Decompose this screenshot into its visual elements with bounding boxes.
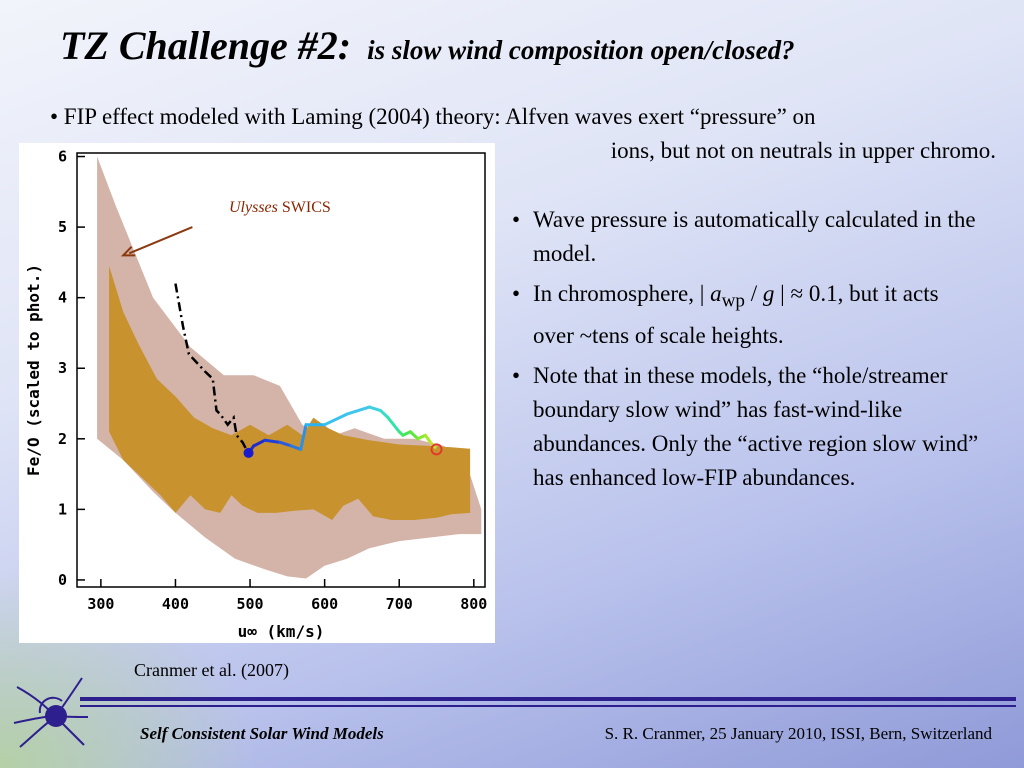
model-track-segment bbox=[408, 430, 420, 441]
title-subtitle: is slow wind composition open/closed? bbox=[367, 35, 795, 65]
x-tick-label: 400 bbox=[162, 595, 189, 613]
bullet-list: • Wave pressure is automatically calcula… bbox=[512, 203, 982, 501]
x-tick-label: 300 bbox=[87, 595, 114, 613]
title-main: TZ Challenge #2: bbox=[60, 23, 352, 68]
model-track-segment bbox=[278, 440, 293, 448]
y-tick-label: 5 bbox=[58, 218, 67, 236]
x-tick-label: 700 bbox=[386, 595, 413, 613]
y-tick-label: 2 bbox=[58, 430, 67, 448]
solar-wind-swirl-icon bbox=[13, 677, 89, 748]
model-track-segment bbox=[345, 405, 371, 416]
model-track-segment bbox=[379, 409, 390, 420]
model-track-segment bbox=[289, 444, 303, 451]
slide-title: TZ Challenge #2: is slow wind composition… bbox=[60, 22, 1000, 69]
bullet2-a-var: a bbox=[710, 281, 722, 306]
x-tick-label: 500 bbox=[236, 595, 263, 613]
bullet-item-boundary-wind: • Note that in these models, the “hole/s… bbox=[512, 359, 982, 495]
citation: Cranmer et al. (2007) bbox=[134, 660, 289, 680]
bullet-dot: • bbox=[512, 281, 521, 306]
bullet-item-wave-pressure: • Wave pressure is automatically calcula… bbox=[512, 203, 982, 271]
bullet2-part-c: | ≈ 0.1, but it acts over ~tens of scale… bbox=[533, 281, 939, 348]
bullet-dot: • bbox=[512, 362, 521, 388]
bullet3-text: Note that in these models, the “hole/str… bbox=[533, 362, 979, 490]
model-track-segment bbox=[252, 438, 267, 448]
dash-dot-line bbox=[174, 283, 248, 450]
footer-rule-thin bbox=[80, 705, 1016, 707]
bullet1-text: Wave pressure is automatically calculate… bbox=[533, 207, 976, 266]
plot-frame bbox=[76, 152, 486, 588]
y-tick-label: 6 bbox=[58, 148, 67, 166]
bullet-item-chromosphere: • In chromosphere, | awp / g | ≈ 0.1, bu… bbox=[512, 277, 982, 353]
band-inner_band bbox=[109, 265, 471, 520]
fe-o-plot: 300 400 500 600 700 800 0 1 2 3 4 5 6 u∞ (km/s) Fe/O (… bbox=[19, 143, 495, 643]
ulysses-swics-label: Ulysses SWICS bbox=[229, 199, 331, 217]
fip-bullet-line1: • FIP effect modeled with Laming (2004) … bbox=[50, 104, 816, 129]
model-start-point bbox=[243, 447, 254, 458]
bullet2-text: In chromosphere, | awp / g | ≈ 0.1, but … bbox=[533, 277, 982, 353]
footer-left: Self Consistent Solar Wind Models bbox=[140, 724, 384, 743]
ulysses-label-text: SWICS bbox=[277, 199, 331, 216]
bullet2-part-a: In chromosphere, | bbox=[533, 281, 711, 306]
fe-o-chart-svg: 300 400 500 600 700 800 0 1 2 3 4 5 6 u∞ (km/s) Fe/O (… bbox=[24, 148, 487, 641]
model-track-segment bbox=[263, 438, 282, 444]
x-tick-label: 800 bbox=[460, 595, 487, 613]
fip-bullet-line2: ions, but not on neutrals in upper chrom… bbox=[610, 138, 996, 163]
y-tick-label: 4 bbox=[58, 289, 67, 307]
annotation-arrow-head bbox=[120, 246, 136, 257]
model-end-marker bbox=[430, 443, 443, 456]
model-track-segment bbox=[323, 412, 349, 427]
y-axis-label: Fe/O (scaled to phot.) bbox=[24, 264, 43, 476]
x-axis-label: u∞ (km/s) bbox=[238, 622, 325, 641]
bullet2-g-var: g bbox=[762, 281, 775, 306]
y-tick-label: 3 bbox=[58, 359, 67, 377]
y-tick-label: 0 bbox=[58, 571, 67, 589]
model-track-segment bbox=[299, 423, 308, 451]
ulysses-label-italic: Ulysses bbox=[229, 199, 278, 216]
bullet2-subscript: wp bbox=[721, 290, 745, 312]
footer-rule-thick bbox=[80, 697, 1016, 701]
y-tick-label: 1 bbox=[58, 500, 67, 518]
model-track-segment bbox=[367, 405, 383, 413]
bullet2-part-b: / bbox=[744, 281, 763, 306]
x-tick-label: 600 bbox=[311, 595, 338, 613]
annotation-arrow-shaft bbox=[128, 226, 193, 255]
footer-right: S. R. Cranmer, 25 January 2010, ISSI, Be… bbox=[604, 724, 992, 743]
model-track-segment bbox=[386, 416, 401, 434]
bullet-dot: • bbox=[512, 207, 521, 232]
